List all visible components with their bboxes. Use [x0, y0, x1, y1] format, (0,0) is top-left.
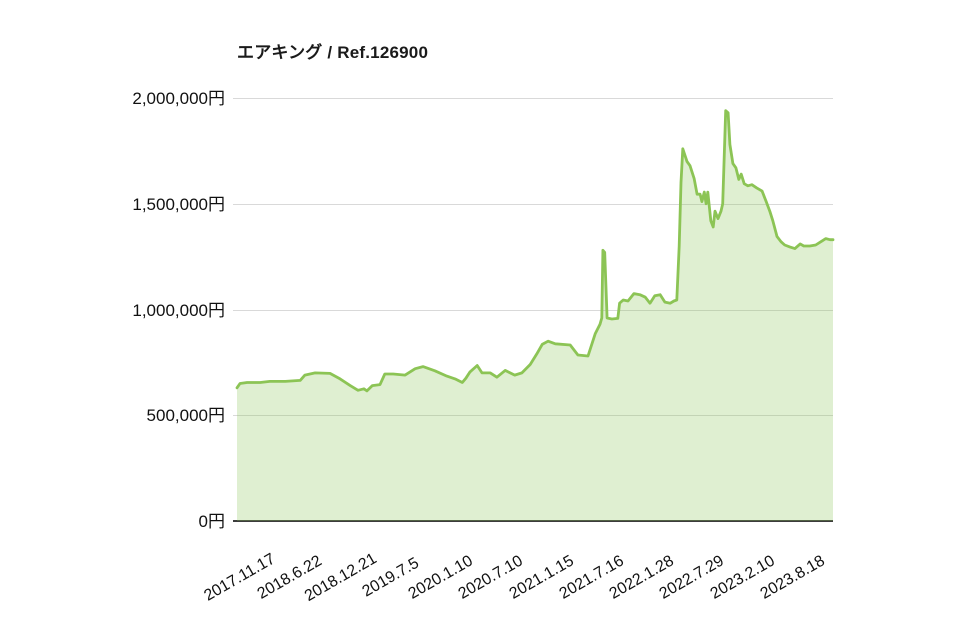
gridline — [233, 309, 833, 311]
chart-title: エアキング / Ref.126900 — [237, 43, 429, 62]
gridline — [233, 203, 833, 205]
area-fill — [237, 110, 833, 521]
gridline — [233, 98, 833, 99]
y-axis-label: 1,000,000円 — [132, 300, 225, 320]
y-axis-label: 2,000,000円 — [132, 89, 225, 108]
y-axis-label: 500,000円 — [146, 406, 225, 426]
price-series — [235, 109, 835, 521]
y-axis-label: 0円 — [198, 512, 225, 531]
x-axis-baseline — [233, 520, 833, 522]
gridline — [233, 415, 833, 417]
price-line — [235, 109, 835, 393]
y-axis-label: 1,500,000円 — [132, 194, 225, 214]
